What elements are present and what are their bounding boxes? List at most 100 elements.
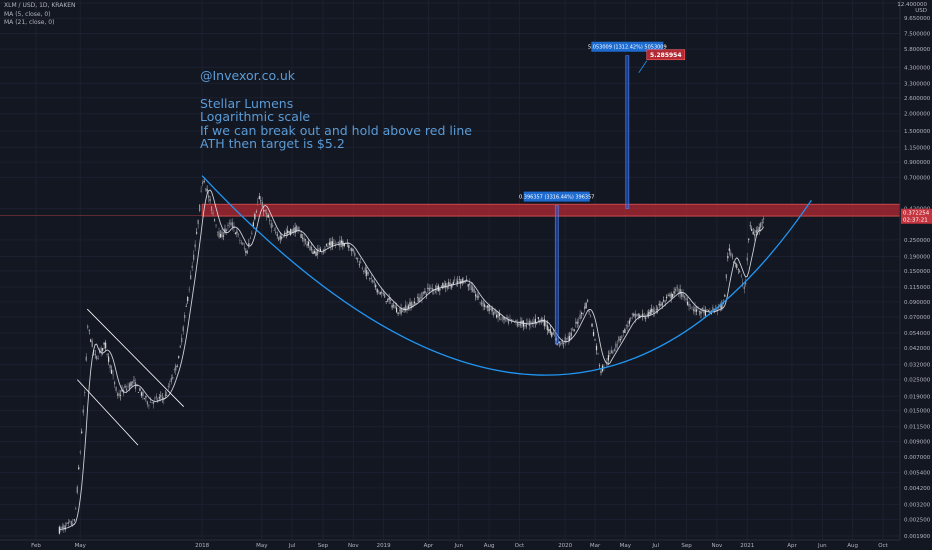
candle-body xyxy=(612,351,614,353)
candle-body xyxy=(272,225,274,227)
candle-body xyxy=(591,323,593,327)
candle-body xyxy=(376,288,378,293)
candle-body xyxy=(563,343,565,345)
candle-body xyxy=(254,213,256,220)
ma-legend-21[interactable]: MA (21, close, 0) xyxy=(4,19,55,26)
candle-body xyxy=(202,182,204,184)
candle-body xyxy=(652,308,654,313)
candle-body xyxy=(507,319,510,324)
candle-body xyxy=(475,294,477,297)
candle-body xyxy=(234,232,237,235)
x-tick-label: Mar xyxy=(590,543,601,549)
candle-body xyxy=(307,241,310,246)
candle-body xyxy=(187,297,189,302)
candle-body xyxy=(64,525,66,531)
candle-body xyxy=(390,299,392,302)
candle-body xyxy=(670,293,672,299)
candle-body xyxy=(754,233,756,237)
candle-body xyxy=(191,265,193,268)
candle-body xyxy=(515,320,517,323)
y-tick-label: 0.011500 xyxy=(904,425,931,431)
candle-body xyxy=(595,345,598,351)
candle-body xyxy=(745,282,747,285)
candle-body xyxy=(351,248,353,252)
candle-body xyxy=(424,291,426,294)
candle-body xyxy=(457,280,459,284)
candle-body xyxy=(430,287,432,290)
candle-body xyxy=(661,302,663,306)
candle-body xyxy=(727,256,729,259)
candle-body xyxy=(619,339,621,341)
candle-body xyxy=(63,525,65,530)
candle-body xyxy=(642,313,644,317)
candle-body xyxy=(651,308,653,313)
candle-body xyxy=(66,522,68,524)
candle-body xyxy=(148,405,150,406)
resistance-zone-layer xyxy=(0,203,901,217)
candle-body xyxy=(137,392,140,393)
candle-body xyxy=(680,291,683,297)
candle-body xyxy=(615,343,617,348)
candle-body xyxy=(139,388,141,391)
candle-body xyxy=(169,384,171,386)
candle-body xyxy=(724,295,726,297)
candle-body xyxy=(610,350,613,353)
candle-body xyxy=(109,364,111,369)
candle-body xyxy=(484,304,486,307)
candle-body xyxy=(155,396,157,398)
candle-body xyxy=(407,305,410,309)
candles-layer xyxy=(58,178,765,535)
candle-body xyxy=(312,251,314,255)
y-tick-label: 0.025000 xyxy=(904,378,931,384)
candle-body xyxy=(491,307,493,312)
candle-body xyxy=(564,336,566,344)
candle-body xyxy=(221,231,223,238)
candle-body xyxy=(666,296,668,299)
candle-body xyxy=(167,386,169,387)
last-price-label: 0.372254 xyxy=(903,211,930,217)
drawings-layer: 0.396357 (3316.44%) 396357 5.053009 (1312… xyxy=(76,41,812,446)
candle-body xyxy=(384,293,386,298)
y-tick-label: 0.002500 xyxy=(904,517,931,523)
candle-body xyxy=(337,241,339,244)
candle-body xyxy=(330,241,332,246)
candle-body xyxy=(613,349,616,351)
candle-body xyxy=(691,306,693,308)
candle-body xyxy=(603,366,605,368)
candle-body xyxy=(500,318,502,320)
candle-body xyxy=(669,294,671,296)
y-tick-label: 0.090000 xyxy=(904,300,931,306)
candle-body xyxy=(251,232,253,234)
candle-body xyxy=(586,299,589,303)
candle-body xyxy=(743,286,745,290)
candle-body xyxy=(637,313,639,318)
candle-body xyxy=(239,240,241,241)
candle-body xyxy=(415,303,417,305)
candle-body xyxy=(209,199,211,201)
y-tick-label: 0.007000 xyxy=(904,455,931,461)
candle-body xyxy=(219,233,222,238)
candle-body xyxy=(516,321,519,327)
candle-body xyxy=(352,249,354,252)
candle-body xyxy=(543,319,545,327)
candle-body xyxy=(303,238,305,242)
candle-body xyxy=(375,284,377,288)
candle-body xyxy=(140,392,143,396)
candle-body xyxy=(621,336,623,338)
candle-body xyxy=(548,329,550,332)
candle-body xyxy=(81,431,83,433)
candle-body xyxy=(570,332,572,336)
candle-body xyxy=(589,315,592,317)
candle-body xyxy=(373,281,375,284)
candle-body xyxy=(719,304,721,308)
resistance-zone xyxy=(201,203,901,217)
candle-body xyxy=(218,231,220,238)
ma-legend-5[interactable]: MA (5, close, 0) xyxy=(4,11,51,18)
candle-body xyxy=(582,312,584,315)
candle-body xyxy=(331,241,334,247)
x-tick-label: May xyxy=(620,543,632,549)
candle-body xyxy=(79,451,81,453)
candle-body xyxy=(572,328,574,330)
candle-body xyxy=(249,238,251,239)
